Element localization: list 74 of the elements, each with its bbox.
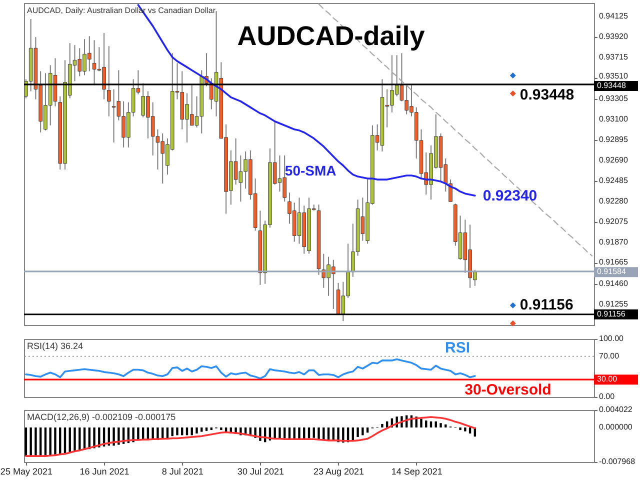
y-tick-label: 0.92690: [599, 155, 628, 164]
bar: [356, 427, 359, 437]
bar: [200, 427, 203, 432]
bar: [152, 427, 154, 440]
bar: [318, 427, 320, 440]
bar: [284, 427, 286, 438]
candlestick: [107, 46, 111, 117]
bar: [464, 427, 466, 432]
bar: [298, 427, 300, 439]
y-tick-label: 70.00: [599, 351, 620, 360]
x-tick-label: 30 Jul 2021: [237, 466, 284, 476]
y-tick-label: 0.92485: [599, 176, 628, 186]
bar: [98, 427, 100, 448]
y-tick-label: 0.92075: [599, 217, 628, 226]
bar: [112, 427, 115, 446]
series-label: RSI: [445, 339, 470, 356]
bar: [205, 427, 208, 431]
y-tick-label: 100.00: [599, 334, 624, 343]
y-tick-label: 0.92895: [599, 134, 628, 144]
bar: [430, 421, 432, 428]
x-tick-label: 25 May 2021: [0, 466, 52, 476]
bar: [176, 427, 178, 436]
y-tick-label: 0.000000: [599, 422, 633, 432]
y-tick-label: -0.007968: [599, 457, 636, 466]
x-tick-label: 16 Jun 2021: [80, 466, 130, 476]
bar: [34, 427, 37, 456]
data-label: 0.92340: [482, 188, 538, 205]
bar: [420, 418, 422, 428]
ref-line-label: 30-Oversold: [464, 382, 552, 399]
ref-line-label: 0.91156: [520, 296, 574, 314]
y-tick-label: 0.93100: [599, 114, 628, 124]
bar: [220, 427, 222, 430]
series-label: 50-SMA: [284, 162, 336, 178]
y-tick-label: 0.93305: [599, 94, 628, 103]
bar: [425, 420, 428, 428]
bar: [118, 427, 120, 445]
y-tick-label: 0.91870: [599, 238, 628, 247]
y-tick-label: 0.91156: [597, 309, 626, 318]
bar: [362, 427, 364, 436]
y-tick-label: 0.92280: [599, 196, 628, 206]
bar: [30, 427, 32, 456]
bar: [308, 427, 310, 438]
x-tick-label: 23 Aug 2021: [314, 466, 364, 476]
x-tick-label: 8 Jul 2021: [162, 466, 204, 476]
ref-line-label: 0.93448: [520, 86, 574, 104]
x-tick-label: 14 Sep 2021: [391, 466, 442, 476]
bar: [459, 427, 462, 430]
bar: [74, 427, 76, 452]
y-tick-label: 0.93448: [597, 81, 626, 90]
y-tick-label: 0.004022: [599, 405, 633, 414]
bar: [278, 427, 281, 438]
bar: [196, 427, 198, 434]
chart-title: MACD(12,26,9) -0.002109 -0.000175: [27, 412, 176, 422]
bar: [381, 424, 384, 428]
y-tick-label: 0.91255: [599, 299, 628, 308]
bar: [312, 427, 315, 438]
y-tick-label: 0.94125: [599, 12, 628, 21]
bar: [434, 421, 437, 428]
y-tick-label: 0.91665: [599, 258, 628, 267]
y-tick-label: 0.93715: [599, 52, 628, 62]
bar: [54, 427, 56, 454]
bar: [93, 427, 96, 448]
y-tick-label: 0.93920: [599, 32, 628, 42]
y-tick-label: 30.00: [597, 374, 618, 384]
y-tick-label: 0.91584: [597, 267, 626, 276]
y-tick-label: 0.00: [599, 392, 616, 401]
y-tick-label: 0.93510: [599, 72, 628, 81]
bar: [274, 427, 276, 439]
bar: [64, 427, 66, 454]
bar: [440, 423, 442, 428]
chart-title: RSI(14) 36.24: [27, 341, 84, 351]
y-tick-label: 0.91460: [599, 278, 628, 288]
text: AUDCAD-daily: [237, 21, 425, 51]
line-series: [25, 358, 476, 380]
